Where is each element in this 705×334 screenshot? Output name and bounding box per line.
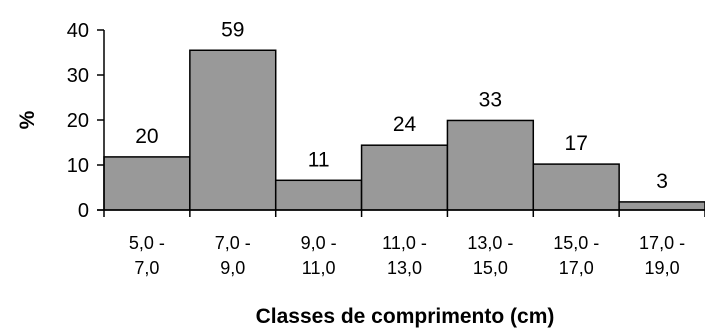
category-label-5-line-1: 13,0 - bbox=[467, 233, 513, 253]
data-label-4: 24 bbox=[393, 113, 417, 136]
y-tick-label-0: 0 bbox=[78, 200, 89, 222]
axes-group bbox=[97, 29, 705, 217]
category-label-6-line-2: 17,0 bbox=[559, 258, 594, 278]
category-label-1-line-2: 7,0 bbox=[134, 258, 159, 278]
bar-2 bbox=[189, 49, 277, 211]
data-label-5: 33 bbox=[479, 88, 502, 111]
category-label-2-line-1: 7,0 - bbox=[215, 233, 251, 253]
y-axis-title: % bbox=[16, 110, 39, 129]
bar-6 bbox=[532, 163, 620, 211]
bar-4 bbox=[360, 144, 449, 211]
x-axis-title: Classes de comprimento (cm) bbox=[256, 305, 555, 328]
data-label-2: 59 bbox=[221, 18, 244, 41]
category-label-7-line-1: 17,0 - bbox=[639, 233, 685, 253]
data-label-6: 17 bbox=[565, 132, 588, 155]
y-tick-label-30: 30 bbox=[67, 65, 89, 87]
data-label-1: 20 bbox=[135, 125, 158, 148]
bars-group bbox=[103, 49, 705, 211]
bar-7 bbox=[618, 201, 705, 211]
bar-3 bbox=[274, 179, 363, 211]
labels-group: 20 5,0 - 7,0 59 7,0 - 9,0 11 9,0 - 11,0 24 11,0 - 1… bbox=[67, 18, 685, 278]
data-label-7: 3 bbox=[656, 170, 668, 193]
category-label-6-line-1: 15,0 - bbox=[553, 233, 599, 253]
category-label-4-line-2: 13,0 bbox=[387, 258, 422, 278]
category-label-3-line-1: 9,0 - bbox=[301, 233, 337, 253]
data-label-3: 11 bbox=[308, 148, 330, 171]
category-label-2-line-2: 9,0 bbox=[220, 258, 245, 278]
category-label-3-line-2: 11,0 bbox=[302, 258, 336, 278]
category-label-4-line-1: 11,0 - bbox=[382, 233, 427, 253]
y-tick-label-10: 10 bbox=[67, 155, 89, 177]
category-label-7-line-2: 19,0 bbox=[645, 258, 680, 278]
category-label-1-line-1: 5,0 - bbox=[129, 233, 165, 253]
y-tick-label-40: 40 bbox=[67, 20, 89, 42]
bar-5 bbox=[446, 119, 535, 211]
bar-1 bbox=[103, 156, 191, 211]
y-tick-label-20: 20 bbox=[67, 110, 89, 132]
category-label-5-line-2: 15,0 bbox=[473, 258, 508, 278]
